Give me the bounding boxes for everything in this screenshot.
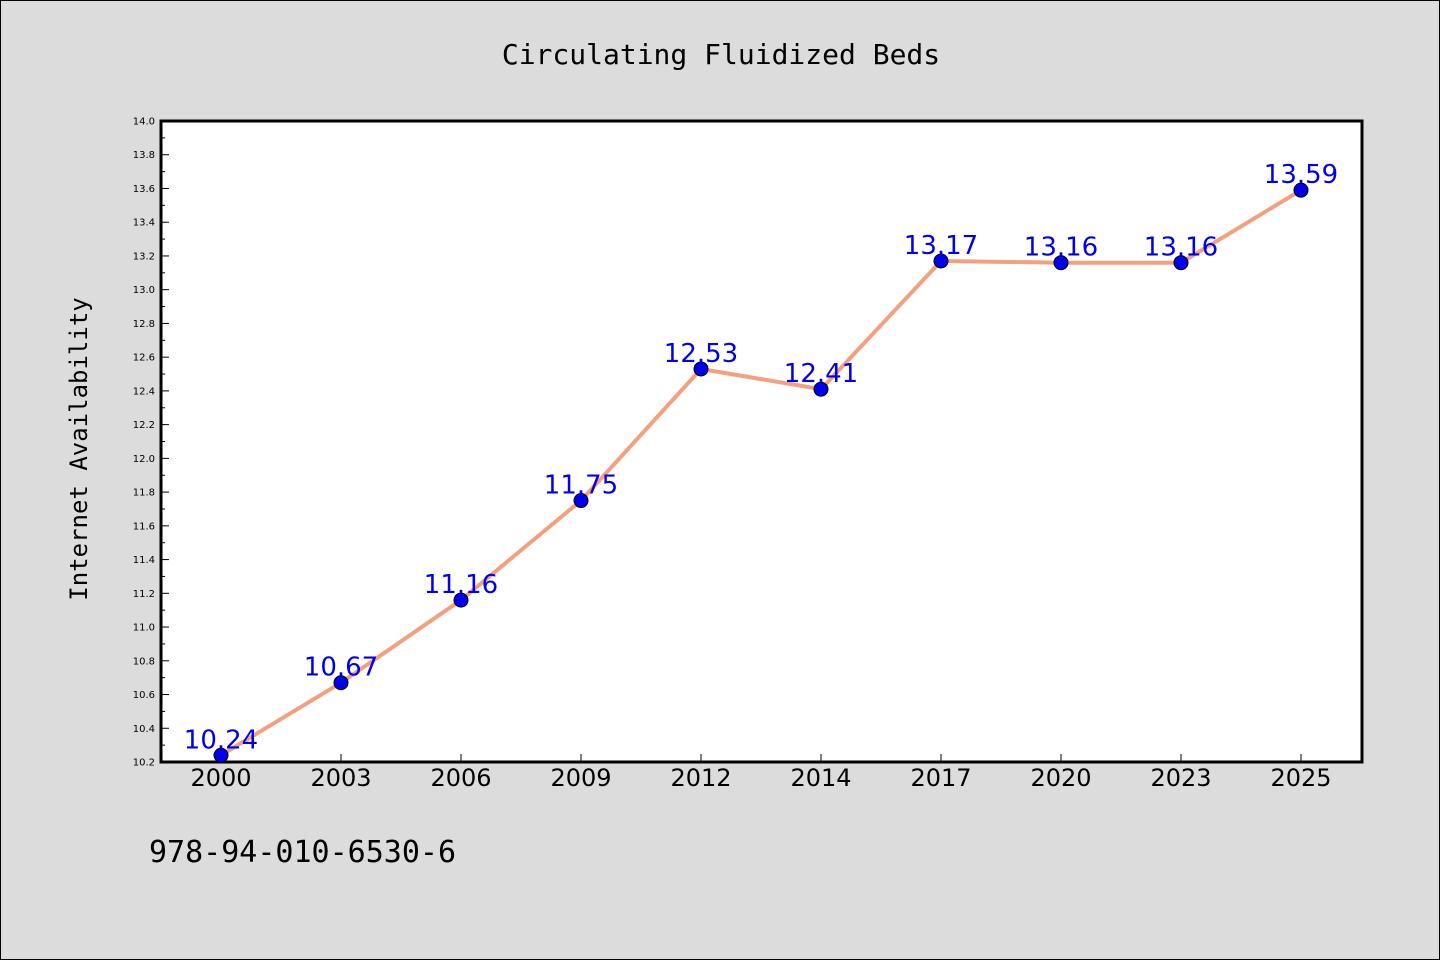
- y-tick-label: 10.8: [133, 656, 155, 667]
- y-tick-label: 13.0: [133, 285, 155, 296]
- y-tick-label: 12.8: [133, 319, 155, 330]
- data-point: [333, 675, 349, 691]
- x-tick-label: 2014: [790, 764, 851, 792]
- y-tick-label: 12.2: [133, 420, 155, 431]
- y-tick-label: 13.6: [133, 184, 155, 195]
- y-tick-label: 10.2: [133, 758, 155, 769]
- y-tick-label: 11.2: [133, 589, 155, 600]
- isbn-text: 978-94-010-6530-6: [149, 835, 457, 870]
- x-axis-ticks: 2000 2003 2006 2009 2012 2014 2017 2020 2023 2025: [190, 754, 1332, 792]
- x-tick-label: 2020: [1030, 764, 1091, 792]
- data-label: 13.59: [1264, 160, 1338, 190]
- y-tick-label: 11.0: [133, 623, 155, 634]
- x-tick-label: 2023: [1150, 764, 1211, 792]
- data-point: [693, 361, 709, 377]
- y-tick-label: 13.4: [133, 218, 155, 229]
- y-tick-label: 13.2: [133, 251, 155, 262]
- x-tick-label: 2025: [1270, 764, 1331, 792]
- x-tick-label: 2012: [670, 764, 731, 792]
- y-tick-label: 11.8: [133, 488, 155, 499]
- series-line: [219, 188, 1303, 758]
- y-axis-ticks: 10.2 10.4 10.6 10.8 11.0 11.2 11.4 11.6 11.8 12.0…: [133, 117, 169, 769]
- data-point: [1173, 255, 1189, 271]
- y-tick-label: 11.4: [133, 555, 155, 566]
- data-label: 10.67: [304, 653, 378, 683]
- y-tick-label: 13.8: [133, 150, 155, 161]
- series-markers-group: [213, 182, 1309, 763]
- series-line-group: [219, 188, 1303, 758]
- chart-title: Circulating Fluidized Beds: [502, 38, 940, 71]
- data-label: 11.75: [544, 471, 618, 501]
- data-point: [573, 493, 589, 509]
- x-tick-label: 2006: [430, 764, 491, 792]
- data-label: 13.16: [1024, 233, 1098, 263]
- x-tick-label: 2009: [550, 764, 611, 792]
- y-tick-label: 10.4: [133, 724, 155, 735]
- x-tick-label: 2017: [910, 764, 971, 792]
- y-axis-label: Internet Availability: [65, 297, 93, 600]
- data-point: [933, 253, 949, 269]
- data-point: [453, 592, 469, 608]
- data-point: [1053, 255, 1069, 271]
- y-tick-label: 12.4: [133, 386, 155, 397]
- data-label: 11.16: [424, 570, 498, 600]
- data-point: [1293, 182, 1309, 198]
- y-tick-label: 12.6: [133, 353, 155, 364]
- y-tick-label: 12.0: [133, 454, 155, 465]
- y-tick-label: 11.6: [133, 521, 155, 532]
- data-label: 12.41: [784, 359, 858, 389]
- y-tick-label: 14.0: [133, 117, 155, 128]
- x-tick-label: 2000: [190, 764, 251, 792]
- data-point: [213, 747, 229, 763]
- data-label: 13.17: [904, 231, 978, 261]
- data-label: 12.53: [664, 339, 738, 369]
- plot-area: [159, 119, 1364, 764]
- data-label: 10.24: [184, 725, 258, 755]
- x-tick-label: 2003: [310, 764, 371, 792]
- data-point: [813, 381, 829, 397]
- data-label: 13.16: [1144, 233, 1218, 263]
- y-tick-label: 10.6: [133, 690, 155, 701]
- data-labels-group: 10.24 10.67 11.16 11.75 12.53 12.41 13.17 13.16…: [184, 160, 1338, 755]
